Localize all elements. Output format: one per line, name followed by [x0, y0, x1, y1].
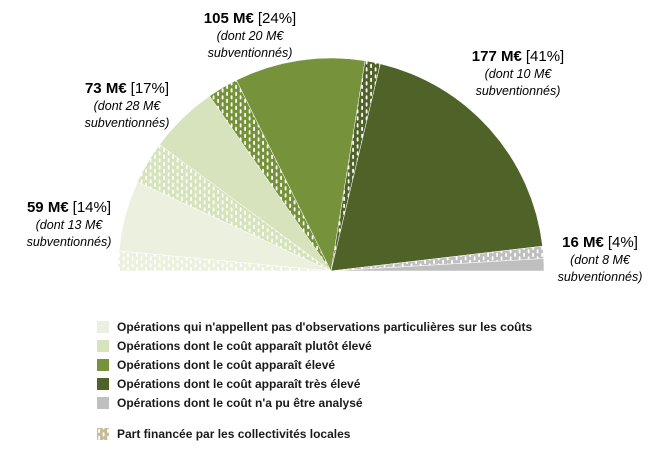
slice-note: subventionnés)	[26, 235, 112, 249]
pie-wedge-4	[330, 258, 545, 272]
slice-note: (dont 20 M€	[216, 29, 284, 43]
slice-label-177: 177 M€ [41%] (dont 10 M€ subventionnés)	[456, 48, 580, 100]
slice-label-16: 16 M€ [4%] (dont 8 M€ subventionnés)	[546, 234, 652, 286]
legend-swatch	[97, 321, 109, 333]
legend-item: Opérations qui n'appellent pas d'observa…	[97, 320, 532, 334]
slice-note: (dont 8 M€	[570, 253, 630, 267]
slice-note: (dont 10 M€	[484, 67, 552, 81]
legend-label: Opérations dont le coût apparaît élevé	[117, 358, 336, 372]
legend-swatch	[97, 340, 109, 352]
slice-note: subventionnés)	[207, 46, 293, 60]
legend-item: Opérations dont le coût apparaît plutôt …	[97, 339, 532, 353]
legend-label: Opérations dont le coût apparaît très él…	[117, 377, 361, 391]
slice-note: subventionnés)	[557, 270, 643, 284]
slice-label-105: 105 M€ [24%] (dont 20 M€ subventionnés)	[190, 10, 310, 62]
legend-label: Opérations dont le coût n'a pu être anal…	[117, 396, 363, 410]
slice-note: subventionnés)	[84, 116, 170, 130]
pie-wedge-2	[236, 57, 366, 272]
slice-value: 105 M€ [24%]	[203, 10, 297, 27]
legend-swatch	[97, 397, 109, 409]
legend-item-hatch: Part financée par les collectivités loca…	[97, 427, 532, 441]
legend-label: Part financée par les collectivités loca…	[117, 427, 351, 441]
legend-swatch	[97, 378, 109, 390]
slice-value: 177 M€ [41%]	[471, 48, 565, 65]
slice-note: (dont 13 M€	[35, 218, 103, 232]
slice-label-73: 73 M€ [17%] (dont 28 M€ subventionnés)	[67, 80, 187, 132]
legend-swatch	[97, 359, 109, 371]
slice-value: 73 M€ [17%]	[84, 80, 170, 97]
legend-item: Opérations dont le coût n'a pu être anal…	[97, 396, 532, 410]
legend-item: Opérations dont le coût apparaît élevé	[97, 358, 532, 372]
slice-label-59: 59 M€ [14%] (dont 13 M€ subventionnés)	[12, 199, 126, 251]
slice-value: 59 M€ [14%]	[26, 199, 112, 216]
slice-note: (dont 28 M€	[93, 99, 161, 113]
legend-item: Opérations dont le coût apparaît très él…	[97, 377, 532, 391]
slice-value: 16 M€ [4%]	[562, 234, 638, 251]
slice-note: subventionnés)	[475, 84, 561, 98]
legend-hatch-swatch	[97, 428, 109, 440]
legend-label: Opérations dont le coût apparaît plutôt …	[117, 339, 372, 353]
pie-wedge-3	[330, 63, 543, 272]
legend-label: Opérations qui n'appellent pas d'observa…	[117, 320, 533, 334]
chart-legend: Opérations qui n'appellent pas d'observa…	[97, 320, 532, 446]
